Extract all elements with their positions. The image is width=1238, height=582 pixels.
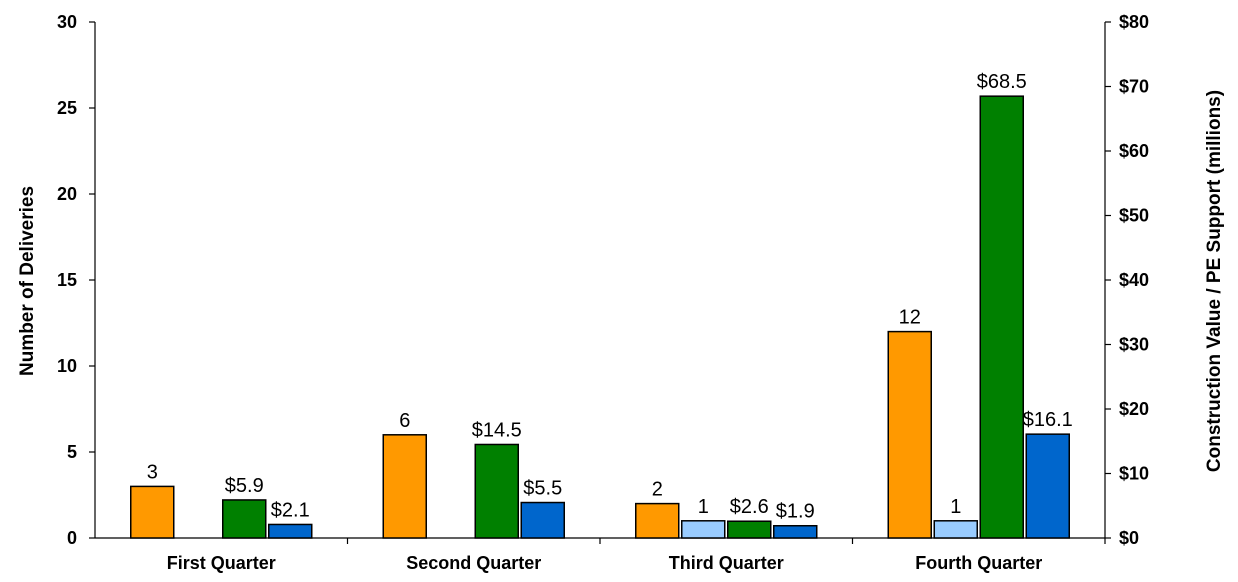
x-category-label: Third Quarter — [669, 553, 784, 573]
y-tick-label: 5 — [67, 442, 77, 462]
data-label: $68.5 — [977, 71, 1027, 93]
bar — [933, 520, 978, 539]
y-tick-label: 25 — [57, 98, 77, 118]
y2-tick-label: $50 — [1119, 206, 1149, 226]
x-category-label: Second Quarter — [406, 553, 541, 573]
data-label: $16.1 — [1023, 409, 1073, 431]
y2-tick-label: $60 — [1119, 141, 1149, 161]
y-axis-title: Number of Deliveries — [17, 186, 38, 376]
data-label: 3 — [147, 461, 158, 483]
bar — [474, 443, 519, 539]
y2-axis-title: Construction Value / PE Support (million… — [1204, 90, 1225, 472]
plot-area: 0 5 10 15 20 25 30 $0 $10 $20 $30 $40 $50 $60 $70 $80 Fi… — [57, 12, 1149, 573]
data-label: 12 — [899, 307, 921, 329]
data-label: $2.6 — [730, 496, 769, 518]
y-tick-label: 10 — [57, 356, 77, 376]
bar — [130, 485, 175, 539]
data-label: $2.1 — [271, 499, 310, 521]
y2-tick-label: $30 — [1119, 335, 1149, 355]
x-category-label: Fourth Quarter — [915, 553, 1042, 573]
data-label: $1.9 — [776, 501, 815, 523]
data-label: 2 — [652, 479, 663, 501]
y-tick-label: 20 — [57, 184, 77, 204]
bar — [222, 499, 267, 539]
bar — [887, 330, 932, 539]
y2-tick-label: $70 — [1119, 77, 1149, 97]
bar — [979, 95, 1024, 539]
y2-tick-label: $10 — [1119, 464, 1149, 484]
data-label: 1 — [950, 496, 961, 518]
data-label: $5.9 — [225, 475, 264, 497]
data-label: $14.5 — [472, 419, 522, 441]
bar — [1025, 433, 1070, 539]
y2-tick-label: $80 — [1119, 12, 1149, 32]
bar — [635, 502, 680, 539]
bar — [727, 520, 772, 539]
bar — [520, 501, 565, 539]
x-category-label: First Quarter — [167, 553, 276, 573]
bar — [773, 524, 818, 539]
bar — [382, 434, 427, 539]
data-label: 1 — [698, 496, 709, 518]
y-tick-label: 15 — [57, 270, 77, 290]
data-label: 6 — [399, 410, 410, 432]
y2-tick-label: $40 — [1119, 270, 1149, 290]
bar — [681, 520, 726, 539]
y-tick-label: 0 — [67, 528, 77, 548]
y2-tick-label: $0 — [1119, 528, 1139, 548]
y2-tick-label: $20 — [1119, 399, 1149, 419]
data-label: $5.5 — [523, 478, 562, 500]
y-tick-label: 30 — [57, 12, 77, 32]
bar — [268, 523, 313, 539]
